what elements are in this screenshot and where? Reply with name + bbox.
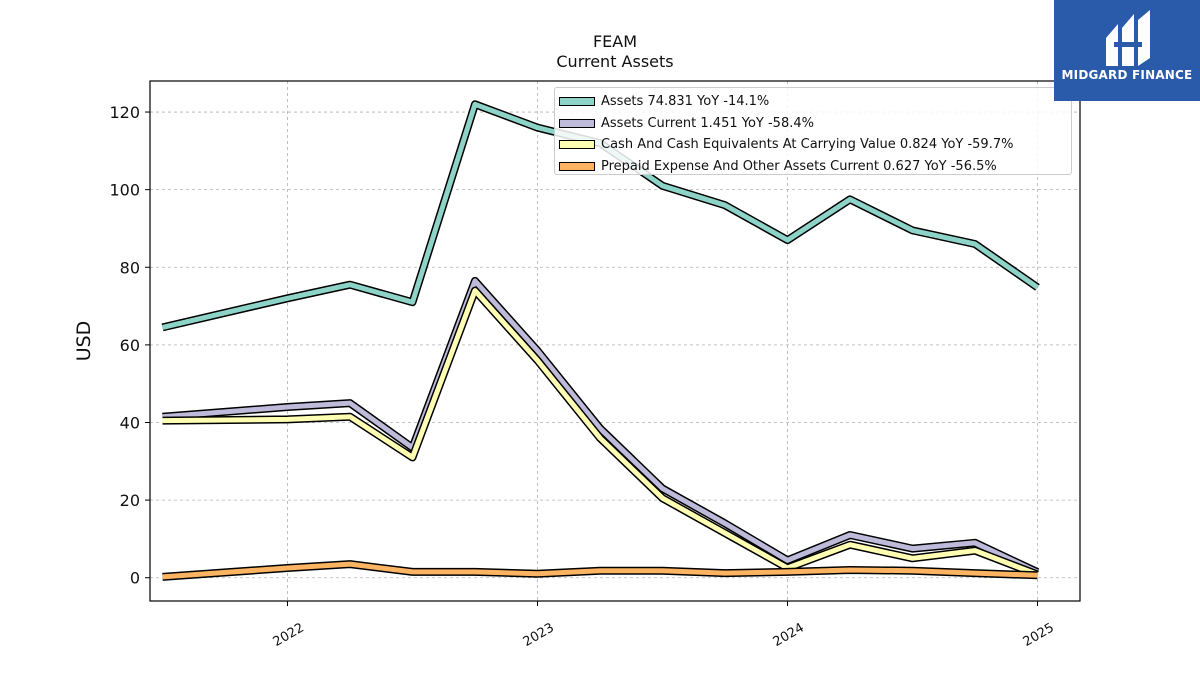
series-line xyxy=(162,288,1039,577)
y-tick-label: 100 xyxy=(109,181,140,200)
y-tick-label: 120 xyxy=(109,103,140,122)
legend-item: Assets 74.831 YoY -14.1% xyxy=(559,91,1071,113)
chart-legend: Assets 74.831 YoY -14.1% Assets Current 1… xyxy=(554,87,1072,175)
series-line xyxy=(162,278,1039,575)
x-tick-label: 2024 xyxy=(771,620,807,650)
axes: 0 20 40 60 80 100 120 2022 2023 2024 2025 xyxy=(109,103,1056,650)
brand-name: MIDGARD FINANCE xyxy=(1061,68,1193,82)
legend-swatch xyxy=(559,161,595,171)
chart-subtitle: Current Assets xyxy=(556,52,674,71)
chart-title: FEAM xyxy=(592,32,638,51)
legend-label: Prepaid Expense And Other Assets Current… xyxy=(601,158,997,174)
x-tick-label: 2022 xyxy=(271,620,307,650)
legend-label: Cash And Cash Equivalents At Carrying Va… xyxy=(601,137,1014,153)
legend-swatch xyxy=(559,97,595,107)
legend-label: Assets 74.831 YoY -14.1% xyxy=(601,94,770,110)
series-line xyxy=(162,561,1038,580)
legend-item: Assets Current 1.451 YoY -58.4% xyxy=(559,113,1071,135)
y-tick-label: 80 xyxy=(120,258,140,277)
series-cash-and-cash-equivalents-at-carrying-value xyxy=(162,286,1039,579)
y-axis-label: USD xyxy=(73,321,95,362)
series-line-outline xyxy=(162,286,1039,579)
y-tick-label: 60 xyxy=(120,336,140,355)
legend-label: Assets Current 1.451 YoY -58.4% xyxy=(601,115,814,131)
midgard-logo-icon xyxy=(1106,10,1150,66)
y-tick-label: 40 xyxy=(120,413,140,432)
x-tick-label: 2025 xyxy=(1021,620,1057,650)
legend-swatch xyxy=(559,140,595,150)
legend-item: Cash And Cash Equivalents At Carrying Va… xyxy=(559,134,1071,156)
y-tick-label: 0 xyxy=(130,569,140,588)
series-assets-current xyxy=(162,276,1040,576)
plot-area-frame xyxy=(149,80,1081,602)
y-tick-label: 20 xyxy=(120,491,140,510)
brand-logo: MIDGARD FINANCE xyxy=(1054,0,1200,101)
series-prepaid-expense-and-other-assets-current xyxy=(162,560,1038,581)
legend-swatch xyxy=(559,118,595,128)
legend-item: Prepaid Expense And Other Assets Current… xyxy=(559,156,1071,178)
x-tick-label: 2023 xyxy=(521,620,557,650)
